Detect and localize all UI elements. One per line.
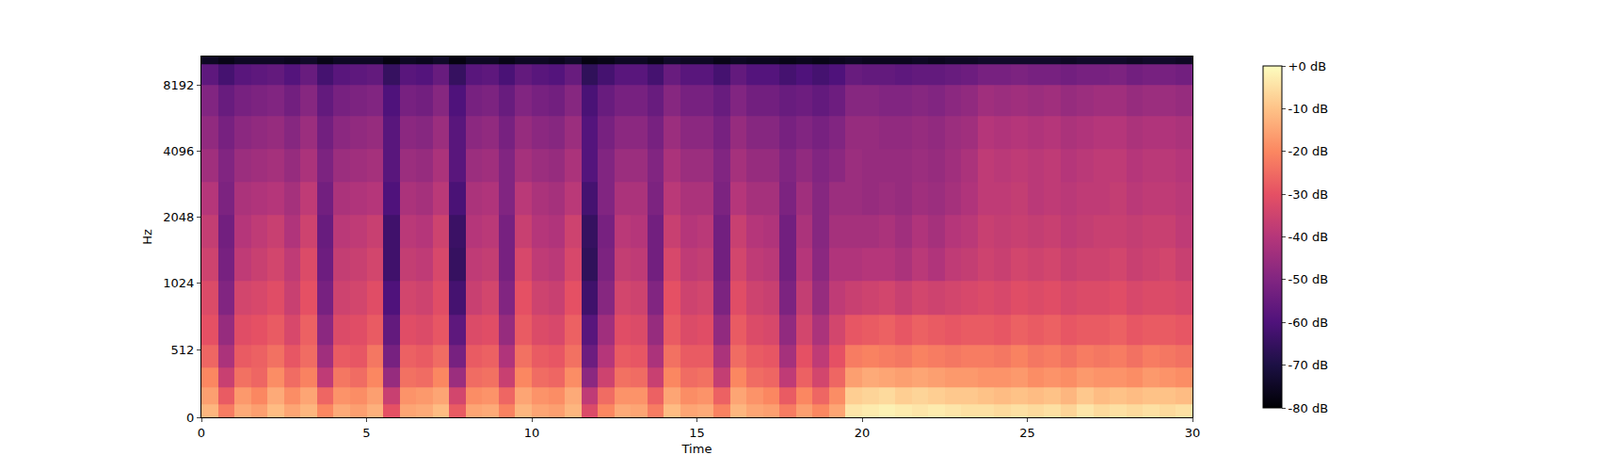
- svg-text:-80 dB: -80 dB: [1288, 400, 1329, 416]
- svg-text:0: 0: [186, 410, 194, 425]
- svg-text:0: 0: [197, 425, 206, 440]
- svg-text:2048: 2048: [162, 209, 194, 224]
- svg-text:-60 dB: -60 dB: [1288, 315, 1329, 330]
- svg-text:30: 30: [1184, 425, 1201, 440]
- svg-text:-10 dB: -10 dB: [1288, 101, 1329, 116]
- svg-text:25: 25: [1019, 425, 1036, 440]
- svg-text:Time: Time: [681, 441, 713, 456]
- svg-text:-20 dB: -20 dB: [1288, 144, 1329, 159]
- svg-text:512: 512: [171, 342, 195, 357]
- svg-text:20: 20: [854, 425, 871, 440]
- svg-text:+0 dB: +0 dB: [1288, 59, 1327, 74]
- svg-text:-70 dB: -70 dB: [1288, 357, 1329, 372]
- svg-text:8192: 8192: [162, 78, 194, 93]
- svg-text:-50 dB: -50 dB: [1288, 272, 1329, 287]
- svg-text:-30 dB: -30 dB: [1288, 187, 1329, 202]
- svg-text:Hz: Hz: [140, 228, 155, 245]
- svg-text:5: 5: [362, 425, 370, 440]
- svg-text:10: 10: [524, 425, 541, 440]
- svg-text:15: 15: [688, 425, 705, 440]
- svg-text:1024: 1024: [162, 275, 194, 290]
- svg-text:-40 dB: -40 dB: [1288, 229, 1329, 244]
- svg-text:4096: 4096: [162, 144, 194, 159]
